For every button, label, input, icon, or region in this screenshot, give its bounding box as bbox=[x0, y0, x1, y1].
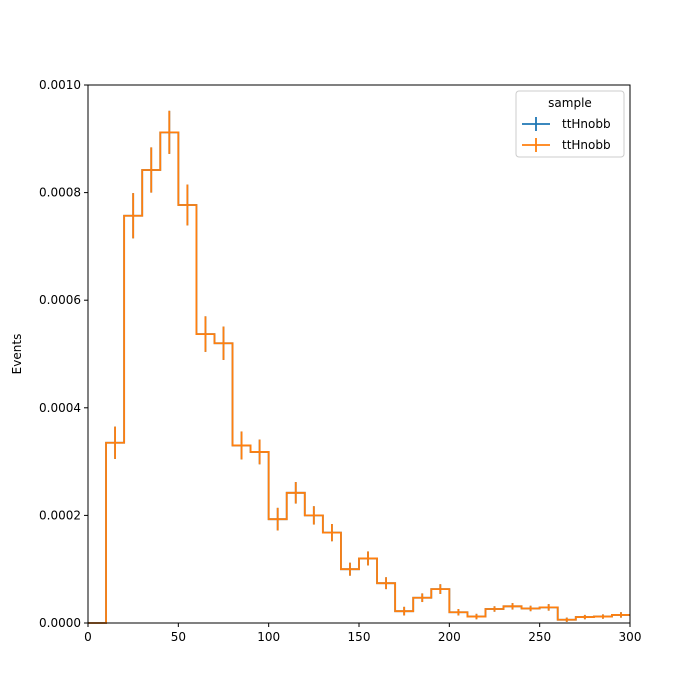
x-tick-label: 0 bbox=[84, 630, 92, 644]
x-tick-label: 200 bbox=[438, 630, 461, 644]
x-tick-label: 100 bbox=[257, 630, 280, 644]
legend-entries: ttHnobb ttHnobb bbox=[522, 117, 611, 152]
legend-title: sample bbox=[548, 96, 592, 110]
series-layer bbox=[88, 110, 630, 624]
y-tick-label: 0.0000 bbox=[39, 616, 81, 630]
y-tick-label: 0.0002 bbox=[39, 508, 81, 522]
legend-label: ttHnobb bbox=[562, 117, 611, 131]
y-tick-label: 0.0004 bbox=[39, 401, 81, 415]
legend-label: ttHnobb bbox=[562, 138, 611, 152]
series-1 bbox=[88, 110, 630, 624]
legend: sample ttHnobb ttHnobb bbox=[515, 90, 625, 158]
x-tick-label: 300 bbox=[619, 630, 642, 644]
y-axis: 0.0000 0.0002 0.0004 0.0006 0.0008 0.0010 bbox=[39, 78, 88, 630]
legend-frame bbox=[515, 90, 625, 158]
x-tick-label: 250 bbox=[528, 630, 551, 644]
x-axis: 0 50 100 150 200 250 300 bbox=[84, 623, 641, 644]
legend-entry: ttHnobb bbox=[522, 138, 611, 152]
legend-entry: ttHnobb bbox=[522, 117, 611, 131]
y-tick-label: 0.0010 bbox=[39, 78, 81, 92]
histogram-step-line bbox=[88, 131, 630, 624]
x-tick-label: 50 bbox=[171, 630, 186, 644]
y-tick-label: 0.0006 bbox=[39, 293, 81, 307]
y-axis-label: Events bbox=[10, 334, 24, 375]
x-tick-label: 150 bbox=[348, 630, 371, 644]
y-tick-label: 0.0008 bbox=[39, 186, 81, 200]
